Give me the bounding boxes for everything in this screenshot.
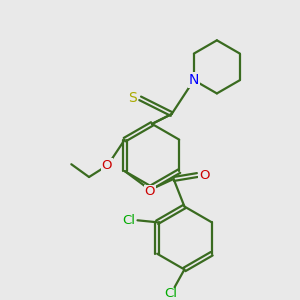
Text: Cl: Cl	[164, 286, 177, 300]
Text: O: O	[145, 185, 155, 198]
Text: O: O	[101, 159, 112, 172]
Text: N: N	[189, 73, 199, 87]
Text: O: O	[199, 169, 209, 182]
Text: S: S	[128, 91, 137, 105]
Text: Cl: Cl	[122, 214, 135, 227]
